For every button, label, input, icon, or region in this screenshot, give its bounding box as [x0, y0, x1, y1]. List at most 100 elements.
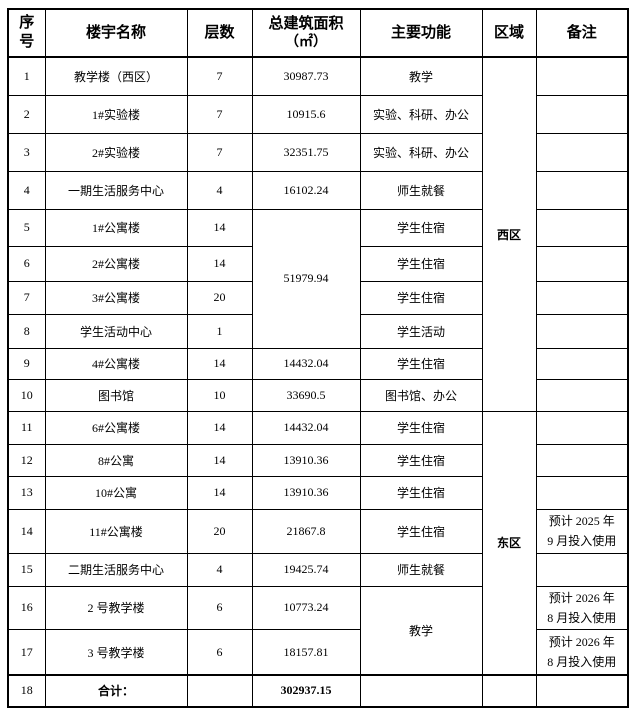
cell-building-name: 二期生活服务中心	[44, 552, 188, 587]
table-row: 14 11#公寓楼 20 21867.8 学生住宿 预计 2025 年 9 月投…	[7, 508, 629, 554]
cell-area: 30987.73	[251, 56, 361, 96]
cell-seq: 16	[7, 585, 46, 631]
table-row: 11 6#公寓楼 14 14432.04 学生住宿 东区	[7, 410, 629, 676]
cell-area: 13910.36	[251, 475, 361, 510]
cell-seq: 7	[7, 280, 46, 315]
cell-seq: 4	[7, 170, 46, 210]
cell-area-merged: 51979.94	[251, 208, 361, 349]
cell-area: 14432.04	[251, 410, 361, 445]
cell-seq: 10	[7, 378, 46, 412]
cell-remark	[535, 410, 629, 445]
cell-floors: 4	[186, 170, 253, 210]
header-function: 主要功能	[359, 8, 483, 58]
cell-building-name: 教学楼（西区）	[44, 56, 188, 96]
header-area: 总建筑面积 （㎡）	[251, 8, 361, 58]
cell-remark	[535, 280, 629, 315]
cell-seq: 12	[7, 443, 46, 477]
header-area-title: 总建筑面积	[268, 15, 344, 32]
cell-remark: 预计 2026 年 8 月投入使用	[535, 629, 629, 676]
cell-floors: 7	[186, 132, 253, 172]
cell-floors: 20	[186, 508, 253, 554]
cell-seq: 15	[7, 552, 46, 587]
cell-building-name: 一期生活服务中心	[44, 170, 188, 210]
cell-building-name: 1#实验楼	[44, 94, 188, 134]
cell-seq: 5	[7, 208, 46, 247]
cell-building-name: 8#公寓	[44, 443, 188, 477]
cell-function: 学生住宿	[359, 280, 483, 315]
header-region: 区域	[481, 8, 537, 58]
header-seq: 序号	[7, 8, 46, 58]
cell-building-name: 4#公寓楼	[44, 347, 188, 380]
cell-area: 21867.8	[251, 508, 361, 554]
cell-remark	[535, 56, 629, 96]
cell-area: 10915.6	[251, 94, 361, 134]
cell-building-name: 图书馆	[44, 378, 188, 412]
cell-function: 学生住宿	[359, 410, 483, 445]
cell-area: 32351.75	[251, 132, 361, 172]
header-seq-label: 序号	[19, 15, 35, 50]
cell-area: 16102.24	[251, 170, 361, 210]
cell-remark	[535, 313, 629, 349]
cell-remark	[535, 475, 629, 510]
cell-floors: 6	[186, 585, 253, 631]
cell-area: 14432.04	[251, 347, 361, 380]
cell-building-name: 学生活动中心	[44, 313, 188, 349]
cell-building-name: 6#公寓楼	[44, 410, 188, 445]
cell-floors: 10	[186, 378, 253, 412]
cell-floors: 14	[186, 347, 253, 380]
cell-function: 学生住宿	[359, 508, 483, 554]
cell-floors: 7	[186, 56, 253, 96]
cell-region-west: 西区	[481, 56, 537, 412]
cell-region-east: 东区	[481, 410, 537, 676]
cell-area: 13910.36	[251, 443, 361, 477]
cell-floors: 14	[186, 475, 253, 510]
header-row: 序号 楼宇名称 层数 总建筑面积 （㎡） 主要功能 区域 备注	[7, 8, 629, 58]
cell-seq: 3	[7, 132, 46, 172]
cell-remark	[535, 347, 629, 380]
cell-function	[359, 673, 483, 708]
cell-seq: 2	[7, 94, 46, 134]
cell-function: 学生住宿	[359, 208, 483, 247]
cell-seq: 11	[7, 410, 46, 445]
cell-floors: 14	[186, 410, 253, 445]
cell-remark	[535, 443, 629, 477]
table-row: 3 2#实验楼 7 32351.75 实验、科研、办公	[7, 132, 629, 172]
cell-remark	[535, 378, 629, 412]
header-building-name: 楼宇名称	[44, 8, 188, 58]
cell-function: 师生就餐	[359, 170, 483, 210]
cell-floors: 4	[186, 552, 253, 587]
cell-remark	[535, 94, 629, 134]
cell-building-name: 1#公寓楼	[44, 208, 188, 247]
table-row: 16 2 号教学楼 6 10773.24 教学 预计 2026 年 8 月投入使…	[7, 585, 629, 676]
cell-area: 10773.24	[251, 585, 361, 631]
cell-floors: 14	[186, 208, 253, 247]
cell-function: 学生活动	[359, 313, 483, 349]
total-row: 18 合计： 302937.15	[7, 673, 629, 708]
cell-floors: 6	[186, 629, 253, 676]
header-area-unit: （㎡）	[285, 34, 327, 50]
cell-function: 实验、科研、办公	[359, 132, 483, 172]
cell-building-name: 2 号教学楼	[44, 585, 188, 631]
cell-building-name: 11#公寓楼	[44, 508, 188, 554]
table-row: 7 3#公寓楼 20 学生住宿	[7, 280, 629, 315]
buildings-table: 序号 楼宇名称 层数 总建筑面积 （㎡） 主要功能 区域 备注 1 教学楼（西区…	[7, 8, 629, 708]
cell-remark	[535, 673, 629, 708]
cell-building-name: 2#实验楼	[44, 132, 188, 172]
cell-function: 学生住宿	[359, 245, 483, 282]
cell-function: 教学	[359, 56, 483, 96]
cell-total-label: 合计：	[44, 673, 188, 708]
cell-seq: 9	[7, 347, 46, 380]
table-row: 17 3 号教学楼 6 18157.81 预计 2026 年 8 月投入使用	[7, 629, 629, 676]
cell-remark	[535, 132, 629, 172]
cell-floors: 14	[186, 245, 253, 282]
cell-seq: 1	[7, 56, 46, 96]
cell-total-area: 302937.15	[251, 673, 361, 708]
cell-building-name: 3 号教学楼	[44, 629, 188, 676]
cell-remark	[535, 208, 629, 247]
table-row: 2 1#实验楼 7 10915.6 实验、科研、办公	[7, 94, 629, 134]
cell-seq: 18	[7, 673, 46, 708]
cell-region	[481, 673, 537, 708]
header-remark: 备注	[535, 8, 629, 58]
cell-building-name: 10#公寓	[44, 475, 188, 510]
cell-floors: 20	[186, 280, 253, 315]
